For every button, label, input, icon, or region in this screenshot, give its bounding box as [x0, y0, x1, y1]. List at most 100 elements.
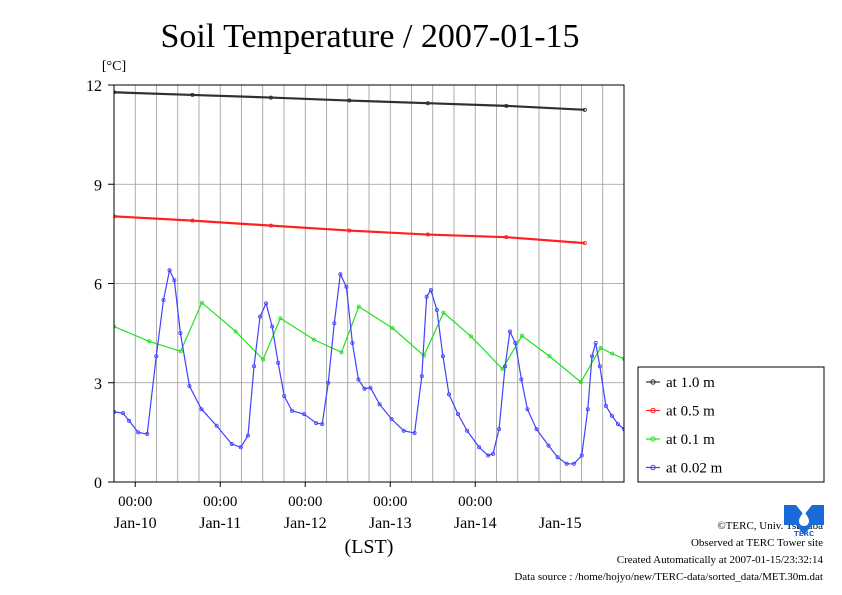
legend-swatch-marker — [650, 407, 656, 414]
data-point — [593, 341, 598, 346]
data-point — [582, 107, 587, 112]
data-point — [268, 223, 273, 228]
data-point — [167, 268, 172, 273]
x-date-label: Jan-12 — [284, 515, 327, 532]
data-point — [233, 329, 238, 334]
data-point — [610, 351, 615, 356]
data-point — [622, 427, 624, 432]
data-point — [425, 101, 430, 106]
y-tick-label: 12 — [86, 78, 102, 95]
data-point — [446, 392, 451, 397]
data-point — [362, 386, 367, 391]
data-point — [302, 412, 307, 417]
series-lines — [114, 90, 624, 466]
data-point — [214, 423, 219, 428]
chart-title: Soil Temperature / 2007-01-15 — [160, 18, 579, 55]
data-point — [320, 422, 325, 427]
x-date-label: Jan-14 — [454, 515, 497, 532]
data-point — [519, 377, 524, 382]
data-point — [456, 412, 461, 417]
data-point — [513, 341, 518, 346]
data-point — [278, 316, 283, 321]
data-point — [238, 445, 243, 450]
data-point — [579, 453, 584, 458]
data-source-text: Data source : /home/hojyo/new/TERC-data/… — [514, 571, 823, 583]
data-point — [609, 413, 614, 418]
legend-label: at 0.5 m — [666, 404, 715, 420]
data-point — [424, 294, 429, 299]
data-point — [520, 333, 525, 338]
series-line — [114, 215, 585, 245]
data-point — [534, 427, 539, 432]
data-point — [377, 402, 382, 407]
x-time-tick-label: 00:00 — [458, 494, 492, 510]
legend-box — [637, 366, 825, 483]
created-timestamp-text: Created Automatically at 2007-01-15/23:3… — [616, 554, 823, 566]
data-point — [121, 411, 126, 416]
axes: 0 3 6 9 12 00:00 00:00 00:00 00:00 00:00 Jan-10 Jan… — [86, 78, 582, 532]
data-point — [507, 329, 512, 334]
x-date-label: Jan-13 — [369, 515, 412, 532]
y-tick-label: 0 — [94, 475, 102, 492]
series-at-0-02-m — [114, 268, 624, 466]
data-point — [356, 304, 361, 309]
data-point — [582, 241, 587, 246]
y-tick-label: 3 — [94, 376, 102, 393]
x-date-label: Jan-11 — [199, 515, 241, 532]
data-point — [504, 103, 509, 108]
terc-logo: TERC — [784, 505, 824, 537]
data-point — [314, 421, 319, 426]
data-point — [598, 346, 603, 351]
data-point — [525, 407, 530, 412]
data-point — [434, 307, 439, 312]
data-point — [172, 278, 177, 283]
data-point — [268, 95, 273, 100]
data-point — [356, 377, 361, 382]
series-at-0-5-m — [114, 214, 587, 246]
x-time-tick-label: 00:00 — [288, 494, 322, 510]
data-point — [401, 428, 406, 433]
grid-lines — [114, 85, 624, 482]
data-point — [276, 360, 281, 365]
data-point — [425, 232, 430, 237]
data-point — [154, 354, 159, 359]
data-point — [290, 408, 295, 413]
y-tick-label: 9 — [94, 177, 102, 194]
data-point — [332, 321, 337, 326]
data-point — [127, 418, 132, 423]
data-point — [161, 298, 166, 303]
data-point — [261, 357, 266, 362]
data-point — [546, 443, 551, 448]
x-date-label: Jan-15 — [539, 515, 582, 532]
data-point — [468, 334, 473, 339]
data-point — [491, 451, 496, 456]
data-point — [199, 407, 204, 412]
data-point — [428, 288, 433, 293]
series-line — [114, 301, 624, 384]
legend-label: at 0.02 m — [666, 461, 723, 477]
data-point — [347, 98, 352, 103]
data-point — [245, 433, 250, 438]
data-point — [497, 427, 502, 432]
data-point — [603, 403, 608, 408]
series-at-0-1-m — [114, 300, 624, 385]
data-point — [178, 331, 183, 336]
data-point — [389, 417, 394, 422]
logo-text: TERC — [794, 530, 814, 537]
legend-label: at 1.0 m — [666, 375, 715, 391]
data-point — [252, 364, 257, 369]
data-point — [326, 380, 331, 385]
data-point — [147, 339, 152, 344]
legend: at 1.0 m at 0.5 m at 0.1 m at 0.02 m — [637, 366, 825, 483]
data-point — [282, 393, 287, 398]
observed-site-text: Observed at TERC Tower site — [690, 537, 823, 549]
data-point — [615, 422, 620, 427]
data-point — [136, 430, 141, 435]
data-point — [585, 407, 590, 412]
y-tick-label: 6 — [94, 277, 102, 294]
data-point — [597, 364, 602, 369]
data-point — [555, 455, 560, 460]
data-point — [390, 326, 395, 331]
data-point — [344, 284, 349, 289]
